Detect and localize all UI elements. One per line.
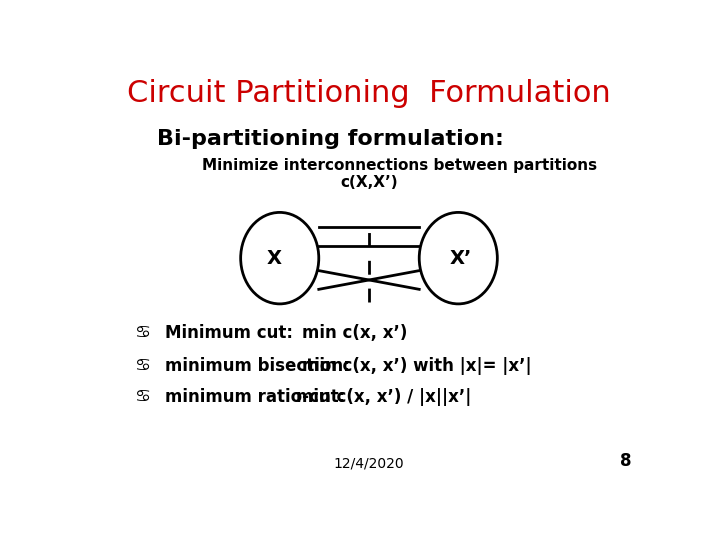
Text: Minimum cut:: Minimum cut: bbox=[166, 324, 293, 342]
Text: 8: 8 bbox=[620, 452, 631, 470]
Ellipse shape bbox=[419, 212, 498, 304]
Text: Circuit Partitioning  Formulation: Circuit Partitioning Formulation bbox=[127, 79, 611, 109]
Text: ♋: ♋ bbox=[135, 324, 151, 342]
Text: minimum bisection:: minimum bisection: bbox=[166, 357, 350, 375]
Text: Minimize interconnections between partitions: Minimize interconnections between partit… bbox=[202, 158, 597, 173]
Text: min c(x, x’) / |x||x’|: min c(x, x’) / |x||x’| bbox=[297, 388, 472, 407]
Text: min c(x, x’): min c(x, x’) bbox=[302, 324, 408, 342]
Ellipse shape bbox=[240, 212, 319, 304]
Text: 12/4/2020: 12/4/2020 bbox=[333, 456, 405, 470]
Text: ♋: ♋ bbox=[135, 357, 151, 375]
Text: X: X bbox=[266, 248, 282, 268]
Text: minimum ratio-cut:: minimum ratio-cut: bbox=[166, 388, 346, 407]
Text: min c(x, x’) with |x|= |x’|: min c(x, x’) with |x|= |x’| bbox=[302, 357, 531, 375]
Text: Bi-partitioning formulation:: Bi-partitioning formulation: bbox=[157, 129, 504, 149]
Text: ♋: ♋ bbox=[135, 388, 151, 407]
Text: c(X,X’): c(X,X’) bbox=[340, 174, 398, 190]
Text: X’: X’ bbox=[450, 248, 472, 268]
